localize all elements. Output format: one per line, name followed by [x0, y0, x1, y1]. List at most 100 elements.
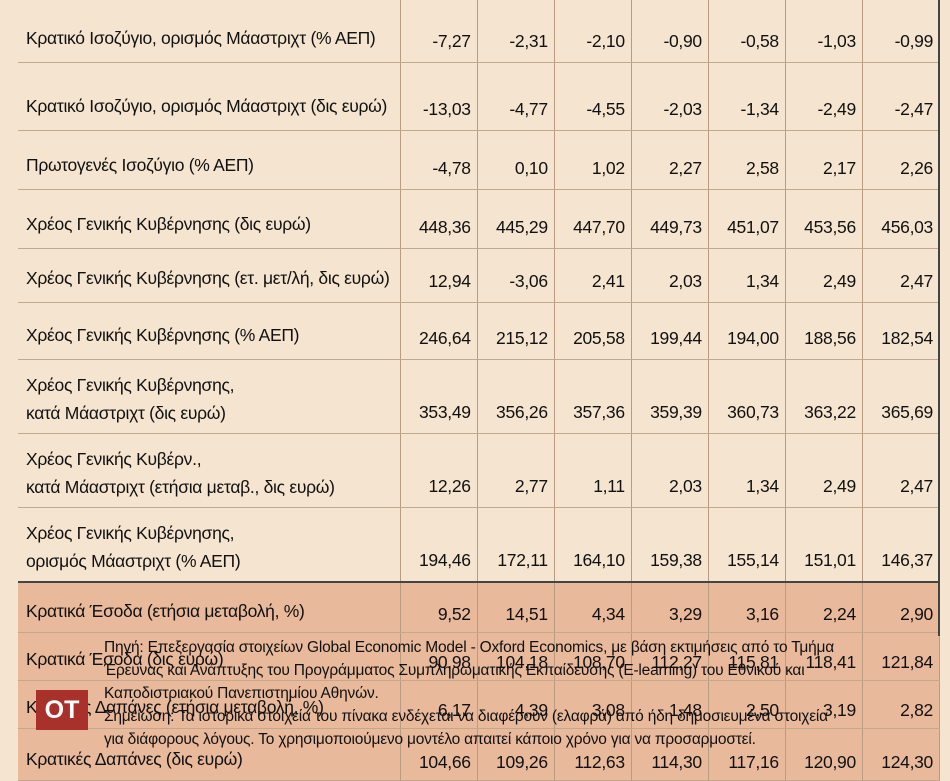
cell-value: -4,77 — [477, 62, 555, 131]
row-label-line: Χρέος Γενικής Κυβέρν., — [26, 449, 202, 469]
cell-value: 2,50 — [708, 680, 786, 729]
cell-value: -3,06 — [477, 248, 555, 303]
cell-value: 1,48 — [631, 680, 709, 729]
cell-value: 151,01 — [785, 507, 863, 583]
cell-value: -2,10 — [554, 0, 632, 63]
table-row: Χρέος Γενικής Κυβέρνησης, κατά Μάαστριχτ … — [18, 359, 941, 434]
cell-value: 3,19 — [785, 680, 863, 729]
cell-value: 453,56 — [785, 189, 863, 249]
cell-value: 3,08 — [554, 680, 632, 729]
cell-value: 172,11 — [477, 507, 555, 583]
row-label: Κρατικό Ισοζύγιο, ορισμός Μάαστριχτ (% Α… — [18, 0, 401, 63]
cell-value: 2,03 — [631, 248, 709, 303]
source-note-line: Καποδιστριακού Πανεπιστημίου Αθηνών. — [104, 685, 379, 702]
table-row: Κρατικό Ισοζύγιο, ορισμός Μάαστριχτ (δις… — [18, 62, 941, 131]
row-label: Πρωτογενές Ισοζύγιο (% ΑΕΠ) — [18, 130, 401, 190]
cell-value: 3,29 — [631, 581, 709, 633]
cell-value: 199,44 — [631, 302, 709, 360]
cell-value: 155,14 — [708, 507, 786, 583]
cell-value: -0,90 — [631, 0, 709, 63]
cell-value: 12,26 — [400, 433, 478, 508]
cell-value: 2,27 — [631, 130, 709, 190]
table-right-border — [938, 0, 950, 636]
cell-value: 353,49 — [400, 359, 478, 434]
cell-value: -1,34 — [708, 62, 786, 131]
cell-value: 117,16 — [708, 728, 786, 781]
cell-value: 104,18 — [477, 632, 555, 681]
cell-value: 194,00 — [708, 302, 786, 360]
cell-value: -0,58 — [708, 0, 786, 63]
cell-value: 159,38 — [631, 507, 709, 583]
row-label: Κρατικές Δαπάνες (δις ευρώ) — [18, 728, 401, 781]
cell-value: 121,84 — [862, 632, 941, 681]
cell-value: 2,58 — [708, 130, 786, 190]
cell-value: 0,10 — [477, 130, 555, 190]
row-label: Χρέος Γενικής Κυβέρν., κατά Μάαστριχτ (ετ… — [18, 433, 401, 508]
cell-value: 118,41 — [785, 632, 863, 681]
row-label: Χρέος Γενικής Κυβέρνησης, ορισμός Μάαστρι… — [18, 507, 401, 583]
cell-value: 2,41 — [554, 248, 632, 303]
cell-value: -7,27 — [400, 0, 478, 63]
publisher-logo: ΟΤ — [36, 690, 88, 730]
cell-value: 14,51 — [477, 581, 555, 633]
cell-value: 365,69 — [862, 359, 941, 434]
cell-value: -2,31 — [477, 0, 555, 63]
cell-value: 2,26 — [862, 130, 941, 190]
cell-value: 1,34 — [708, 433, 786, 508]
cell-value: 2,03 — [631, 433, 709, 508]
cell-value: -1,03 — [785, 0, 863, 63]
source-note-line: Πηγή: Επεξεργασία στοιχείων Global Econo… — [104, 639, 834, 656]
row-label: Κρατικά Έσοδα (ετήσια μεταβολή, %) — [18, 581, 401, 633]
row-label: Χρέος Γενικής Κυβέρνησης, κατά Μάαστριχτ … — [18, 359, 401, 434]
row-label: Χρέος Γενικής Κυβέρνησης (ετ. μετ/λή, δι… — [18, 248, 401, 303]
table-row: Χρέος Γενικής Κυβέρνησης, ορισμός Μάαστρι… — [18, 507, 941, 583]
cell-value: 6,17 — [400, 680, 478, 729]
cell-value: -2,03 — [631, 62, 709, 131]
cell-value: 3,16 — [708, 581, 786, 633]
cell-value: 112,63 — [554, 728, 632, 781]
cell-value: 4,39 — [477, 680, 555, 729]
source-note-line: Έρευνας και Ανάπτυξης του Προγράμματος Σ… — [104, 662, 805, 679]
cell-value: 4,34 — [554, 581, 632, 633]
cell-value: 2,47 — [862, 248, 941, 303]
cell-value: -2,49 — [785, 62, 863, 131]
cell-value: 12,94 — [400, 248, 478, 303]
cell-value: 2,47 — [862, 433, 941, 508]
cell-value: 445,29 — [477, 189, 555, 249]
cell-value: 2,82 — [862, 680, 941, 729]
cell-value: 246,64 — [400, 302, 478, 360]
cell-value: 115,81 — [708, 632, 786, 681]
cell-value: 124,30 — [862, 728, 941, 781]
table-row-highlighted: Κρατικές Δαπάνες (δις ευρώ) 104,66 109,2… — [18, 728, 941, 781]
cell-value: 1,11 — [554, 433, 632, 508]
cell-value: -2,47 — [862, 62, 941, 131]
table-row: Κρατικό Ισοζύγιο, ορισμός Μάαστριχτ (% Α… — [18, 0, 941, 63]
row-label-line: Χρέος Γενικής Κυβέρνησης, — [26, 523, 235, 543]
table-row-highlighted: Κρατικά Έσοδα (δις ευρώ) 90,98 104,18 10… — [18, 632, 941, 681]
table-row: Χρέος Γενικής Κυβέρνησης (δις ευρώ) 448,… — [18, 189, 941, 249]
cell-value: 112,27 — [631, 632, 709, 681]
row-label: Χρέος Γενικής Κυβέρνησης (% ΑΕΠ) — [18, 302, 401, 360]
cell-value: 2,77 — [477, 433, 555, 508]
table-row: Χρέος Γενικής Κυβέρνησης (% ΑΕΠ) 246,64 … — [18, 302, 941, 360]
cell-value: 108,70 — [554, 632, 632, 681]
cell-value: 1,02 — [554, 130, 632, 190]
cell-value: 2,90 — [862, 581, 941, 633]
cell-value: 182,54 — [862, 302, 941, 360]
cell-value: -13,03 — [400, 62, 478, 131]
table-row: Χρέος Γενικής Κυβέρνησης (ετ. μετ/λή, δι… — [18, 248, 941, 303]
cell-value: 1,34 — [708, 248, 786, 303]
cell-value: 359,39 — [631, 359, 709, 434]
cell-value: 2,49 — [785, 433, 863, 508]
cell-value: 146,37 — [862, 507, 941, 583]
cell-value: 456,03 — [862, 189, 941, 249]
remark-note-line: Σημείωση: Τα ιστορικά στοιχεία του πίνακ… — [104, 708, 828, 725]
cell-value: 449,73 — [631, 189, 709, 249]
row-label-line: κατά Μάαστριχτ (δις ευρώ) — [26, 403, 226, 423]
row-label-line: κατά Μάαστριχτ (ετήσια μεταβ., δις ευρώ) — [26, 477, 335, 497]
table-row: Χρέος Γενικής Κυβέρν., κατά Μάαστριχτ (ετ… — [18, 433, 941, 508]
cell-value: 451,07 — [708, 189, 786, 249]
table-row-highlighted: Κρατικά Έσοδα (ετήσια μεταβολή, %) 9,52 … — [18, 581, 941, 633]
cell-value: 205,58 — [554, 302, 632, 360]
table-row: Πρωτογενές Ισοζύγιο (% ΑΕΠ) -4,78 0,10 1… — [18, 130, 941, 190]
